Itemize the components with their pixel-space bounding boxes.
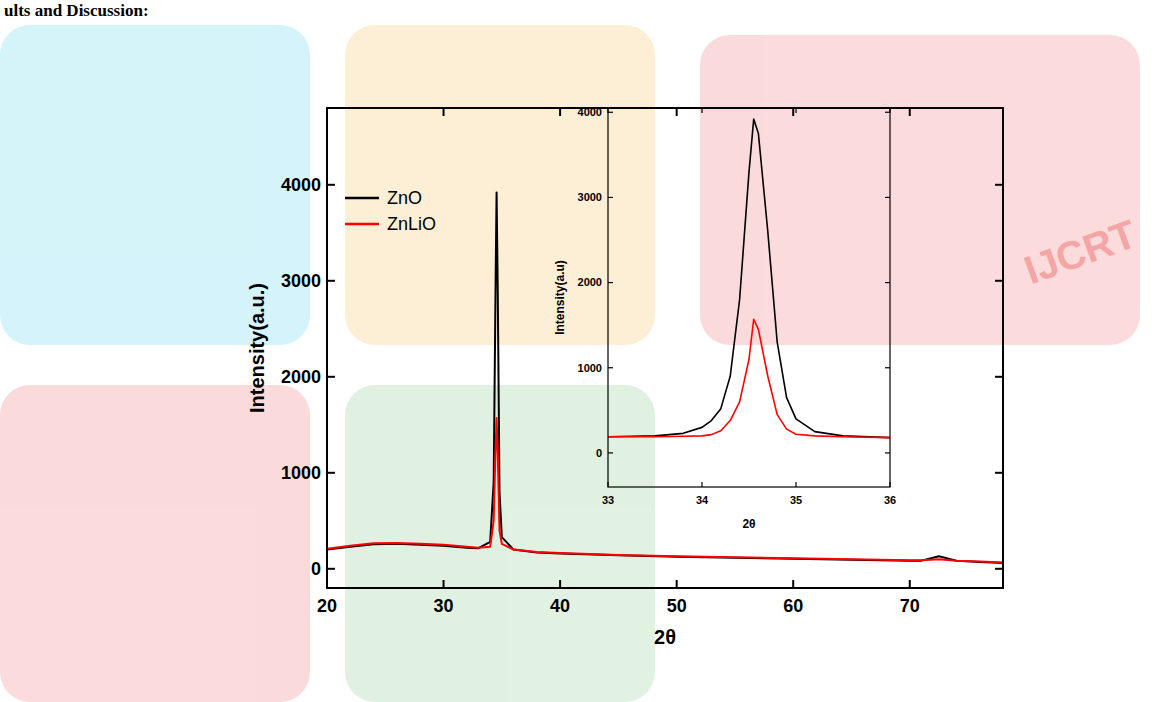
x-tick — [909, 580, 911, 588]
x-tick-top — [701, 108, 702, 113]
y-tick-label: 1000 — [281, 463, 321, 483]
y-tick-right — [995, 376, 1003, 378]
inset-chart: 33 34 35 36 0 1000 2000 3000 4000 2θ Intensity(a.u… — [553, 106, 896, 531]
y-tick-label: 0 — [596, 447, 602, 459]
main-chart: 20 30 40 50 60 70 0 1000 2000 3000 4000 2θ Intensity… — [246, 108, 1003, 648]
x-tick — [795, 482, 796, 487]
x-tick-top — [443, 108, 445, 116]
y-tick-label: 0 — [311, 559, 321, 579]
x-tick-top — [559, 108, 561, 116]
x-tick-top — [326, 108, 328, 116]
legend-swatch — [345, 197, 379, 200]
x-tick-top — [676, 108, 678, 116]
y-tick-label: 2000 — [281, 367, 321, 387]
y-tick-label: 4000 — [578, 106, 602, 118]
y-tick — [327, 376, 335, 378]
y-tick — [327, 472, 335, 474]
x-tick-label: 50 — [667, 596, 687, 616]
plot-frame — [608, 108, 890, 487]
x-axis-title: 2θ — [654, 626, 676, 648]
y-tick — [608, 367, 613, 368]
series-line — [327, 192, 1003, 563]
x-tick-label: 33 — [602, 494, 614, 506]
decor-panel — [0, 385, 310, 702]
x-tick — [607, 482, 608, 487]
x-tick-label: 30 — [434, 596, 454, 616]
y-tick — [327, 568, 335, 570]
y-tick — [608, 282, 613, 283]
y-tick-right — [995, 472, 1003, 474]
y-tick-right — [885, 367, 890, 368]
page: ults and Discussion: IJCRT 20 30 40 50 60 70 0 10… — [0, 0, 1169, 702]
y-tick — [608, 112, 613, 113]
y-tick — [608, 197, 613, 198]
y-tick — [608, 452, 613, 453]
legend-label: ZnLiO — [387, 214, 436, 234]
y-tick-label: 4000 — [281, 175, 321, 195]
y-tick-label: 1000 — [578, 362, 602, 374]
y-tick-right — [885, 452, 890, 453]
x-tick — [443, 580, 445, 588]
x-tick-top — [792, 108, 794, 116]
watermark: IJCRT — [1018, 211, 1142, 292]
y-tick-right — [885, 197, 890, 198]
series-line — [608, 319, 890, 437]
x-tick — [326, 580, 328, 588]
y-tick-right — [995, 568, 1003, 570]
plot-frame — [327, 108, 1003, 588]
data-lines — [608, 119, 890, 438]
x-tick — [676, 580, 678, 588]
x-tick — [559, 580, 561, 588]
x-tick — [792, 580, 794, 588]
y-tick-label: 3000 — [578, 191, 602, 203]
x-tick-label: 34 — [696, 494, 709, 506]
series-line — [608, 119, 890, 438]
decor-panel — [700, 35, 1140, 345]
y-tick-right — [885, 282, 890, 283]
background-decor — [0, 25, 1140, 702]
data-lines — [327, 192, 1003, 563]
heading: ults and Discussion: — [4, 1, 149, 20]
x-tick-label: 35 — [790, 494, 802, 506]
x-tick-top — [909, 108, 911, 116]
x-tick — [889, 482, 890, 487]
y-tick-right — [995, 184, 1003, 186]
x-tick-label: 20 — [317, 596, 337, 616]
x-tick-label: 60 — [783, 596, 803, 616]
series-line — [327, 418, 1003, 562]
legend: ZnO ZnLiO — [345, 188, 436, 234]
y-axis-title: Intensity(a.u) — [553, 260, 567, 335]
x-tick-top — [795, 108, 796, 113]
legend-label: ZnO — [387, 188, 422, 208]
y-tick — [327, 280, 335, 282]
y-tick-label: 3000 — [281, 271, 321, 291]
x-tick-label: 40 — [550, 596, 570, 616]
y-axis-title: Intensity(a.u.) — [246, 283, 268, 413]
y-tick-label: 2000 — [578, 276, 602, 288]
x-tick-label: 36 — [884, 494, 896, 506]
legend-swatch — [345, 223, 379, 226]
x-tick — [701, 482, 702, 487]
y-tick — [327, 184, 335, 186]
y-tick-right — [885, 112, 890, 113]
x-tick-label: 70 — [900, 596, 920, 616]
x-axis-title: 2θ — [742, 517, 755, 531]
y-tick-right — [995, 280, 1003, 282]
